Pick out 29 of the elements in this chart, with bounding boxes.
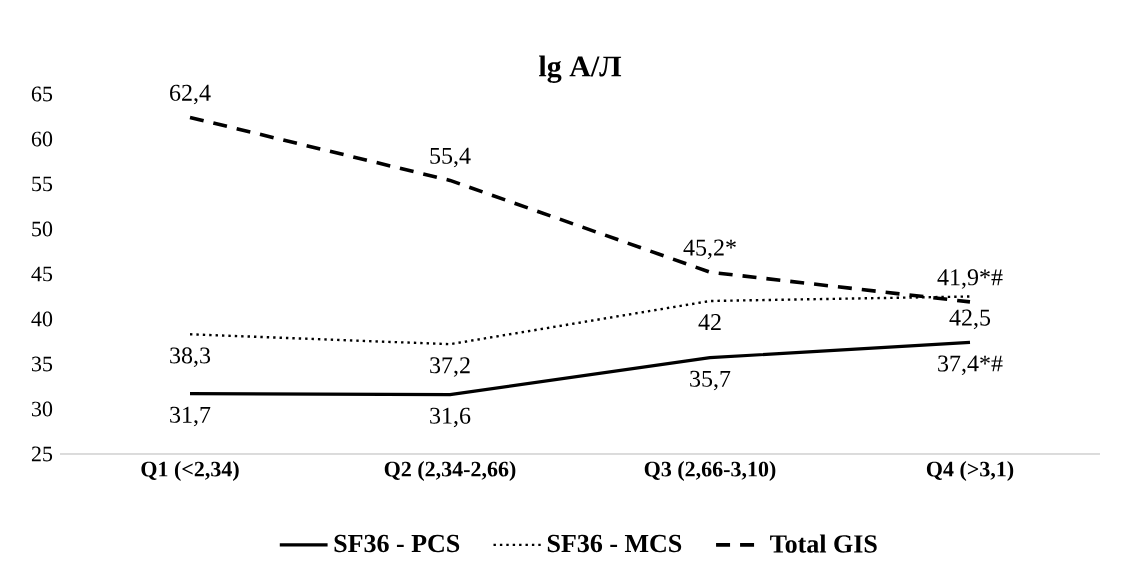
legend-label: SF36 - MCS: [547, 534, 682, 553]
data-label: 31,6: [430, 407, 471, 428]
y-tick-label: 25: [31, 446, 53, 462]
data-label: 55,4: [430, 147, 471, 168]
x-tick-label: Q4 (>3,1): [926, 461, 1014, 481]
data-label: 37,2: [430, 357, 470, 377]
data-label: 35,7: [690, 370, 731, 391]
y-tick-label: 35: [32, 356, 53, 372]
legend-label: Total GIS: [770, 534, 877, 553]
x-tick-label: Q2 (2,34-2,66): [384, 461, 516, 481]
data-label: 62,4: [170, 84, 211, 105]
data-label: 42: [698, 314, 721, 330]
y-tick-label: 55: [32, 176, 53, 192]
data-label: 31,7: [170, 406, 211, 427]
y-tick-label: 65: [31, 86, 53, 102]
y-tick-label: 60: [31, 131, 53, 147]
y-tick-label: 40: [31, 311, 53, 327]
data-label: 41,9*#: [937, 269, 1003, 289]
x-tick-label: Q1 (<2,34): [141, 461, 239, 481]
data-label: 37,4*#: [938, 355, 1003, 376]
chart-title: lg А/Л: [539, 55, 622, 83]
data-label: 42,5: [949, 309, 991, 330]
data-label: 38,3: [170, 347, 211, 368]
x-tick-label: Q3 (2,66-3,10): [644, 461, 776, 481]
y-tick-label: 50: [32, 221, 53, 237]
y-tick-label: 30: [32, 401, 53, 417]
data-label: 45,2*: [683, 239, 736, 260]
legend-label: SF36 - PCS: [334, 534, 460, 553]
y-tick-label: 45: [31, 266, 53, 282]
